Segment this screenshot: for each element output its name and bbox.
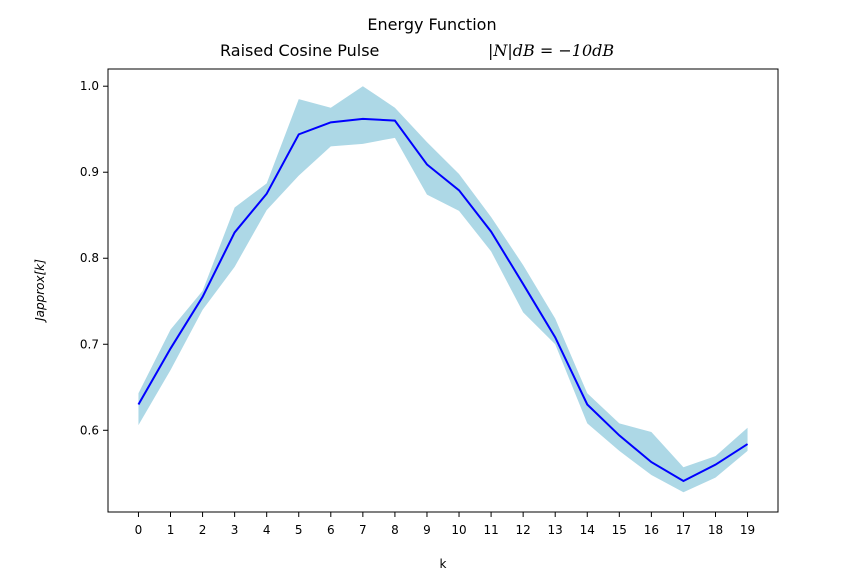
x-tick-label: 11: [483, 523, 498, 537]
chart-title-line1: Energy Function: [367, 15, 496, 34]
plot-area: [107, 68, 779, 513]
chart-title-line2: Raised Cosine Pulse |N|dB = −10dB: [220, 41, 614, 60]
y-axis: 0.6 0.7 0.8 0.9 1.0: [80, 79, 108, 437]
x-tick-label: 18: [708, 523, 723, 537]
x-axis: 0 1 2 3 4 5 6 7 8 9 10 11 12 13 14 15 16 17 18 19: [135, 512, 755, 537]
x-tick-label: 19: [740, 523, 755, 537]
y-tick-label: 0.9: [80, 165, 99, 179]
y-tick-label: 0.6: [80, 423, 99, 437]
y-tick-label: 0.7: [80, 337, 99, 351]
x-tick-label: 4: [263, 523, 271, 537]
x-tick-label: 2: [199, 523, 207, 537]
y-tick-label: 1.0: [80, 79, 99, 93]
x-tick-label: 6: [327, 523, 335, 537]
x-axis-label: k: [440, 557, 447, 571]
x-tick-label: 17: [676, 523, 691, 537]
y-axis-label: Japprox[k]: [33, 259, 47, 323]
x-tick-label: 14: [580, 523, 595, 537]
x-tick-label: 1: [167, 523, 175, 537]
x-tick-label: 8: [391, 523, 399, 537]
x-tick-label: 3: [231, 523, 239, 537]
x-tick-label: 10: [451, 523, 466, 537]
chart-subtitle-math: |N|dB = −10dB: [488, 41, 614, 60]
x-tick-label: 5: [295, 523, 303, 537]
x-tick-label: 16: [644, 523, 659, 537]
x-tick-label: 12: [516, 523, 531, 537]
series-line: [137, 117, 749, 483]
chart-subtitle-text: Raised Cosine Pulse: [220, 41, 379, 60]
plot-frame: [107, 68, 779, 513]
x-tick-label: 15: [612, 523, 627, 537]
x-tick-label: 0: [135, 523, 143, 537]
confidence-band: [138, 86, 748, 493]
x-tick-label: 13: [548, 523, 563, 537]
x-tick-label: 7: [359, 523, 367, 537]
y-tick-label: 0.8: [80, 251, 99, 265]
x-tick-label: 9: [423, 523, 431, 537]
